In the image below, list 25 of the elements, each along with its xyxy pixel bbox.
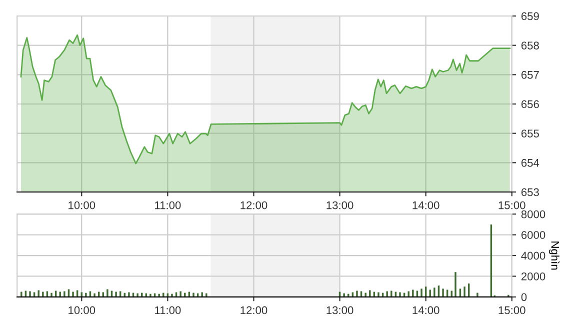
y-tick-label: 8000 bbox=[521, 210, 546, 218]
x-tick-label: 10:00 bbox=[68, 201, 96, 210]
x-tick-label: 11:00 bbox=[155, 201, 181, 210]
x-tick-label: 15:00 bbox=[498, 306, 526, 314]
y-tick-label: 654 bbox=[521, 158, 540, 167]
x-tick-label: 14:00 bbox=[412, 306, 440, 314]
y-tick-label: 658 bbox=[521, 42, 539, 50]
x-tick-label: 13:00 bbox=[326, 201, 354, 210]
y-axis-title: Nghìn bbox=[549, 242, 560, 270]
y-tick-label: 656 bbox=[521, 100, 539, 108]
y-tick-label: 655 bbox=[521, 130, 539, 138]
x-tick-label: 15:00 bbox=[498, 201, 526, 210]
y-tick-label: 6000 bbox=[521, 231, 546, 239]
y-tick-label: 4000 bbox=[521, 252, 546, 260]
x-tick-label: 10:00 bbox=[68, 306, 96, 314]
y-tick-label: 653 bbox=[521, 188, 539, 196]
y-tick-label: 659 bbox=[521, 12, 539, 20]
y-tick-label: 2000 bbox=[521, 272, 546, 280]
x-tick-label: 12:00 bbox=[240, 201, 268, 210]
x-tick-label: 14:00 bbox=[412, 201, 440, 210]
x-tick-label: 12:00 bbox=[240, 306, 268, 314]
y-tick-label: 0 bbox=[521, 293, 527, 302]
x-tick-label: 11:00 bbox=[155, 306, 181, 314]
y-tick-label: 657 bbox=[521, 70, 539, 79]
x-tick-label: 13:00 bbox=[326, 306, 354, 314]
